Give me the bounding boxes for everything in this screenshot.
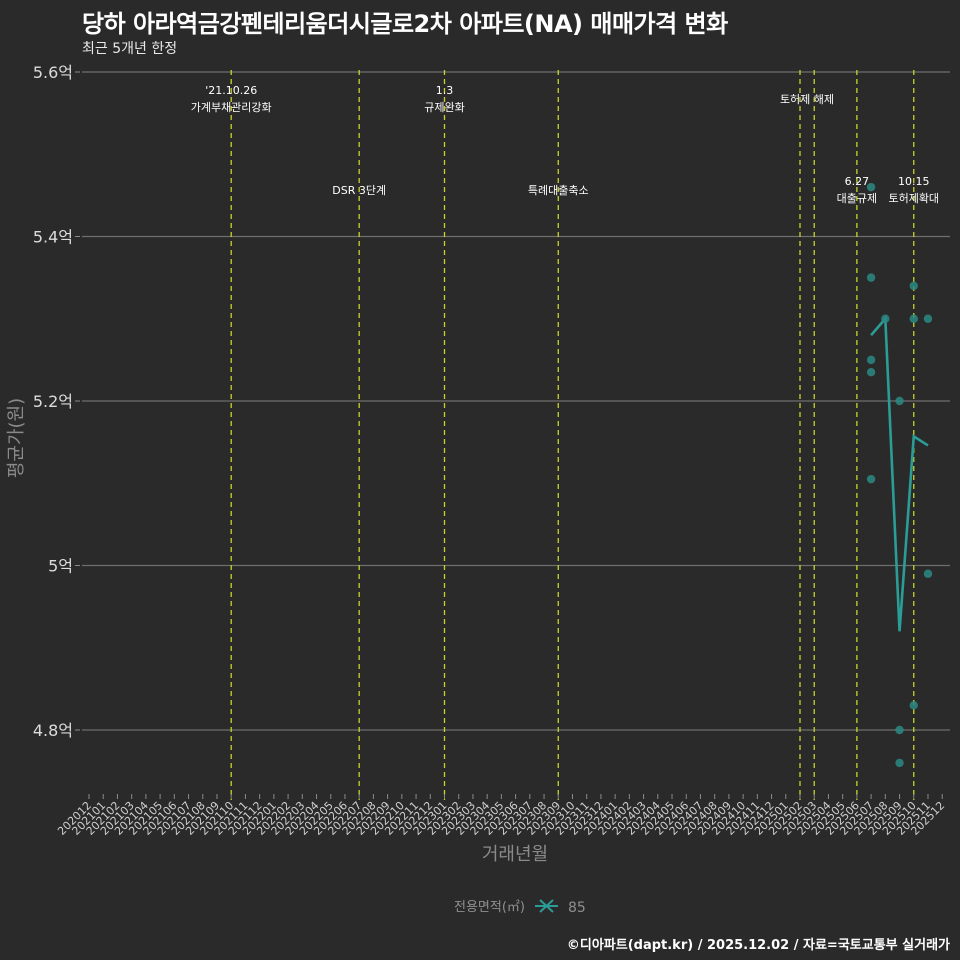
x-axis-title: 거래년월 xyxy=(482,844,548,865)
policy-event-lines xyxy=(230,70,915,800)
data-point xyxy=(881,314,890,323)
data-point xyxy=(895,758,904,768)
data-point xyxy=(866,355,876,365)
event-annotation: 규제완화 xyxy=(424,101,464,114)
data-point xyxy=(923,569,933,578)
y-axis: 5.6억 5.4억 5.2억 5억 4.8억 xyxy=(33,63,80,740)
legend-title: 전용면적(㎡) xyxy=(454,900,525,915)
event-annotation: 토허제 해제 xyxy=(780,92,834,106)
event-annotation: 10.15 xyxy=(898,175,930,188)
legend-label-85: 85 xyxy=(568,900,586,916)
event-annotation: 토허제확대 xyxy=(888,192,939,205)
event-annotation: 6.27 xyxy=(845,175,870,188)
event-annotation: 대출규제 xyxy=(837,192,877,205)
event-annotation: 특례대출축소 xyxy=(528,184,589,197)
data-point xyxy=(909,281,918,291)
event-annotation: 가계부채관리강화 xyxy=(191,101,272,114)
legend-key-icon xyxy=(535,899,558,913)
data-point xyxy=(909,314,918,323)
source-caption: ©디아파트(dapt.kr) / 2025.12.02 / 자료=국토교통부 실… xyxy=(566,938,950,953)
data-point xyxy=(866,368,876,377)
y-tick-label: 5.2억 xyxy=(33,392,73,411)
data-point xyxy=(909,701,918,710)
event-annotation: DSR 3단계 xyxy=(332,184,386,197)
event-annotation: 1.3 xyxy=(436,84,454,97)
chart-subtitle: 최근 5개년 한정 xyxy=(82,41,178,57)
transaction-points xyxy=(866,182,933,768)
data-point xyxy=(866,474,876,484)
data-point xyxy=(866,182,876,192)
data-point xyxy=(866,273,876,282)
gridlines xyxy=(82,71,950,731)
x-axis: 2020122021012021022021032021042021052021… xyxy=(55,794,947,838)
series-85 xyxy=(870,315,929,632)
chart-title: 당하 아라역금강펜테리움더시글로2차 아파트(NA) 매매가격 변화 xyxy=(82,10,728,38)
series-line xyxy=(870,315,929,632)
y-tick-label: 5.4억 xyxy=(33,228,73,247)
y-tick-label: 5.6억 xyxy=(33,63,73,82)
y-tick-label: 5억 xyxy=(48,557,73,576)
y-axis-title: 평균가(원) xyxy=(6,398,27,478)
data-point xyxy=(923,314,933,323)
data-point xyxy=(895,725,904,735)
legend: 전용면적(㎡) 85 xyxy=(454,899,586,916)
y-tick-label: 4.8억 xyxy=(33,721,73,740)
event-annotation: '21.10.26 xyxy=(205,84,257,97)
data-point xyxy=(895,396,904,406)
